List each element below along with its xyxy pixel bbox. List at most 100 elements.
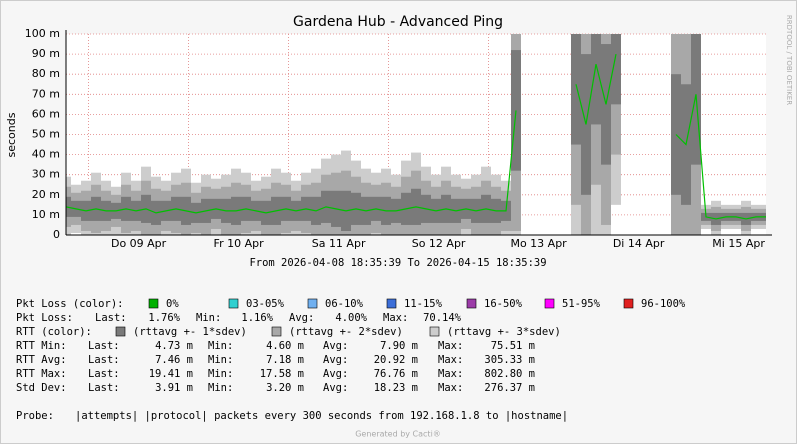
stat-key: Max: [383, 312, 408, 324]
stat-value: 75.51 m [491, 340, 535, 352]
smoke [66, 34, 766, 235]
legend-label: (rttavg +- 2*sdev) [289, 326, 403, 338]
legend-label: 06-10% [325, 298, 364, 310]
stat-key: Min: [208, 354, 233, 366]
legend-label: 0% [166, 298, 179, 310]
stat-label: Pkt Loss: [16, 312, 73, 324]
x-tick-label: Fr 10 Apr [214, 237, 265, 250]
stat-key: Avg: [289, 312, 314, 324]
stat-value: 17.58 m [260, 368, 304, 380]
probe-text: |attempts| |protocol| packets every 300 … [75, 410, 568, 422]
stat-value: 7.90 m [380, 340, 418, 352]
stat-key: Last: [88, 368, 120, 380]
stat-key: Max: [438, 340, 463, 352]
stat-key: Avg: [323, 382, 348, 394]
smoke-band [591, 34, 601, 125]
stat-label: RTT Min: [16, 340, 67, 352]
time-range: From 2026-04-08 18:35:39 To 2026-04-15 1… [249, 257, 546, 269]
legend-swatch [148, 298, 159, 309]
y-tick-label: 60 m [32, 107, 60, 120]
stat-key: Min: [196, 312, 221, 324]
legend-label: 03-05% [246, 298, 285, 310]
y-tick-label: 80 m [32, 67, 60, 80]
stat-key: Max: [438, 382, 463, 394]
stat-key: Last: [88, 382, 120, 394]
stat-label: Std Dev: [16, 382, 67, 394]
probe-label: Probe: [16, 410, 54, 422]
stat-value: 20.92 m [374, 354, 418, 366]
legend-swatch [386, 298, 397, 309]
legend-label: 96-100% [641, 298, 686, 310]
stat-value: 3.91 m [155, 382, 193, 394]
stat-value: 70.14% [423, 312, 462, 324]
legend-label: 16-50% [484, 298, 523, 310]
legend-swatch [228, 298, 239, 309]
x-tick-label: Sa 11 Apr [312, 237, 366, 250]
y-tick-label: 40 m [32, 148, 60, 161]
legend-swatch [623, 298, 634, 309]
footer: Generated by Cacti® [355, 430, 441, 439]
median-line [66, 110, 517, 214]
y-tick-label: 10 m [32, 208, 60, 221]
y-tick-label: 70 m [32, 87, 60, 100]
y-tick-label: 0 [53, 228, 60, 241]
chart-title: Gardena Hub - Advanced Ping [293, 14, 503, 30]
legend-title: Pkt Loss (color): [16, 298, 123, 310]
side-label: RRDTOOL / TOBI OETIKER [785, 15, 793, 105]
y-tick-label: 90 m [32, 47, 60, 60]
stat-key: Avg: [323, 340, 348, 352]
stat-key: Min: [208, 340, 233, 352]
stat-key: Max: [438, 368, 463, 380]
smoke-band [611, 34, 621, 105]
legend-label: (rttavg +- 3*sdev) [447, 326, 561, 338]
legend-swatch [271, 326, 282, 337]
y-axis-label: seconds [5, 112, 18, 157]
stat-value: 19.41 m [149, 368, 193, 380]
stat-key: Last: [88, 340, 120, 352]
stat-value: 276.37 m [484, 382, 535, 394]
stat-key: Min: [208, 382, 233, 394]
stat-key: Last: [95, 312, 127, 324]
stat-label: RTT Max: [16, 368, 67, 380]
stat-value: 802.80 m [484, 368, 535, 380]
legend-swatch [466, 298, 477, 309]
stat-value: 4.60 m [266, 340, 304, 352]
stat-value: 4.00% [335, 312, 367, 324]
x-tick-label: So 12 Apr [412, 237, 466, 250]
stat-key: Avg: [323, 368, 348, 380]
median-line [575, 53, 617, 125]
x-tick-label: Mi 15 Apr [712, 237, 765, 250]
y-tick-label: 30 m [32, 168, 60, 181]
x-tick-label: Di 14 Apr [613, 237, 665, 250]
median-line [675, 94, 766, 220]
x-tick-label: Mo 13 Apr [510, 237, 567, 250]
stat-label: RTT Avg: [16, 354, 67, 366]
stat-value: 76.76 m [374, 368, 418, 380]
stat-value: 4.73 m [155, 340, 193, 352]
stat-value: 1.76% [148, 312, 180, 324]
y-tick-label: 20 m [32, 188, 60, 201]
stat-value: 305.33 m [484, 354, 535, 366]
y-tick-label: 50 m [32, 128, 60, 141]
x-tick-label: Do 09 Apr [111, 237, 167, 250]
stat-key: Min: [208, 368, 233, 380]
y-tick-label: 100 m [25, 27, 60, 40]
stat-value: 18.23 m [374, 382, 418, 394]
legend-label: 51-95% [562, 298, 601, 310]
legend-swatch [429, 326, 440, 337]
stat-key: Avg: [323, 354, 348, 366]
legend-label: 11-15% [404, 298, 443, 310]
smoke-band [571, 34, 581, 145]
stat-value: 7.46 m [155, 354, 193, 366]
legend-title: RTT (color): [16, 326, 92, 338]
stat-value: 7.18 m [266, 354, 304, 366]
stat-key: Max: [438, 354, 463, 366]
legend-label: (rttavg +- 1*sdev) [133, 326, 247, 338]
legend-swatch [115, 326, 126, 337]
stat-value: 3.20 m [266, 382, 304, 394]
legend-swatch [544, 298, 555, 309]
stat-key: Last: [88, 354, 120, 366]
stat-value: 1.16% [241, 312, 273, 324]
